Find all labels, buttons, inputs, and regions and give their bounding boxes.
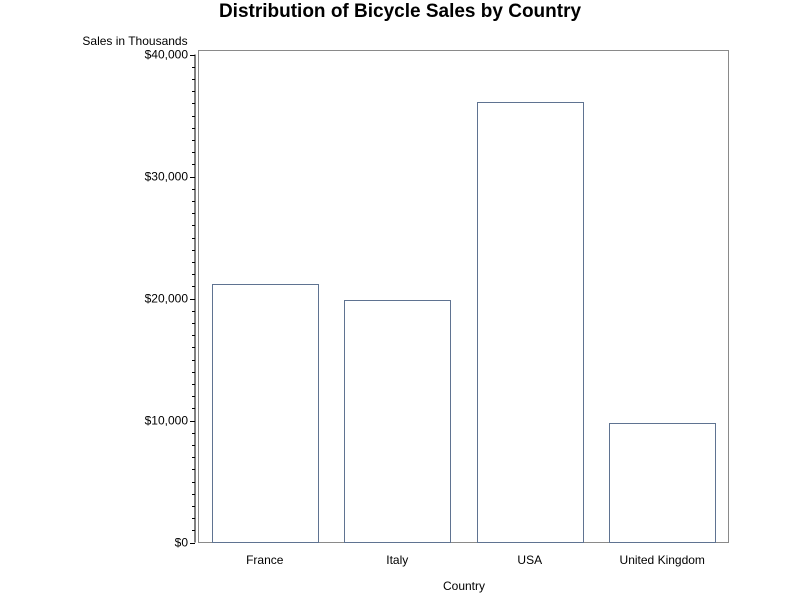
- bar-italy: [344, 300, 451, 543]
- y-tick-label: $20,000: [145, 292, 189, 306]
- x-axis-tick-labels: France Italy USA United Kingdom: [246, 553, 705, 567]
- plot-frame: [198, 50, 729, 543]
- bar-france: [212, 284, 319, 543]
- y-tick-label: $30,000: [145, 170, 189, 184]
- y-axis-label: Sales in Thousands: [82, 34, 187, 48]
- y-tick-label: $0: [175, 536, 189, 550]
- y-tick-label: $40,000: [145, 48, 189, 62]
- y-axis: $0 $10,000 $20,000 $30,000 $40,000: [145, 48, 196, 550]
- y-tick-label: $10,000: [145, 414, 189, 428]
- bars: [212, 102, 716, 543]
- bar-united-kingdom: [609, 423, 716, 543]
- x-tick-label: USA: [517, 553, 542, 567]
- chart-title: Distribution of Bicycle Sales by Country: [219, 1, 582, 22]
- bar-usa: [477, 102, 584, 543]
- x-tick-label: United Kingdom: [620, 553, 705, 567]
- x-tick-label: France: [246, 553, 284, 567]
- x-tick-label: Italy: [386, 553, 408, 567]
- x-axis-label: Country: [443, 579, 485, 593]
